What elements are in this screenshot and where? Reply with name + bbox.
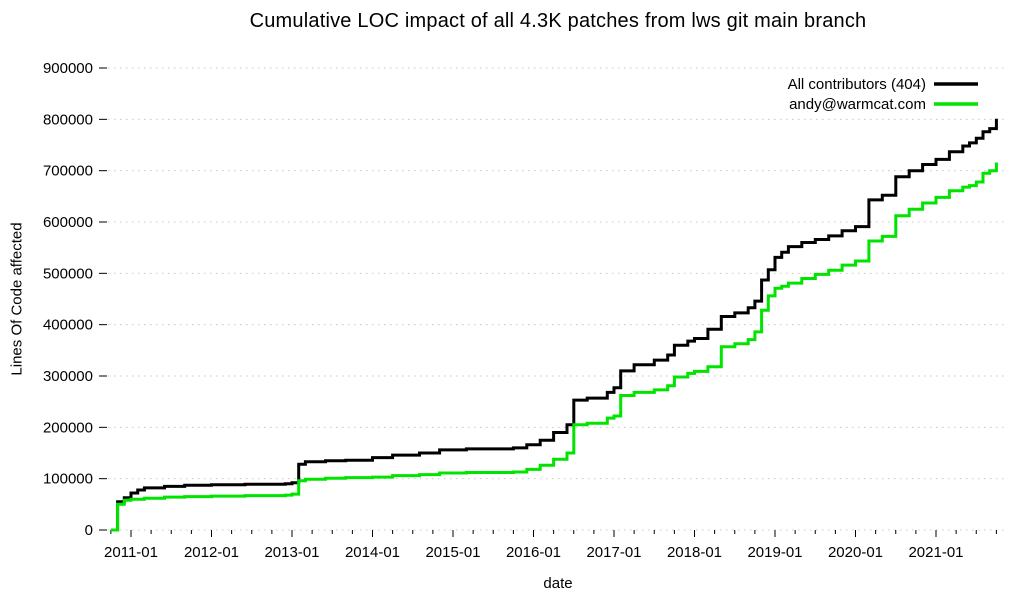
x-tick-label: 2012-01 xyxy=(184,544,239,561)
x-axis-label: date xyxy=(543,575,573,592)
y-tick-label: 0 xyxy=(85,522,93,539)
y-tick-label: 500000 xyxy=(43,265,93,282)
y-tick-label: 100000 xyxy=(43,471,93,488)
y-tick-label: 600000 xyxy=(43,214,93,231)
series-line xyxy=(110,118,998,532)
y-tick-label: 700000 xyxy=(43,163,93,180)
x-tick-label: 2015-01 xyxy=(425,544,480,561)
x-tick-label: 2014-01 xyxy=(345,544,400,561)
legend-label: andy@warmcat.com xyxy=(789,96,926,113)
legend-label: All contributors (404) xyxy=(788,76,926,93)
y-tick-label: 200000 xyxy=(43,419,93,436)
x-tick-label: 2018-01 xyxy=(667,544,722,561)
chart-title: Cumulative LOC impact of all 4.3K patche… xyxy=(249,10,867,32)
x-tick-label: 2016-01 xyxy=(506,544,561,561)
x-tick-label: 2013-01 xyxy=(264,544,319,561)
y-tick-label: 900000 xyxy=(43,60,93,77)
y-tick-label: 800000 xyxy=(43,111,93,128)
series-line xyxy=(110,162,998,532)
y-tick-label: 400000 xyxy=(43,317,93,334)
x-tick-label: 2019-01 xyxy=(747,544,802,561)
y-tick-label: 300000 xyxy=(43,368,93,385)
x-tick-label: 2017-01 xyxy=(586,544,641,561)
x-tick-label: 2011-01 xyxy=(104,544,158,561)
x-tick-label: 2021-01 xyxy=(908,544,963,561)
x-tick-label: 2020-01 xyxy=(828,544,883,561)
